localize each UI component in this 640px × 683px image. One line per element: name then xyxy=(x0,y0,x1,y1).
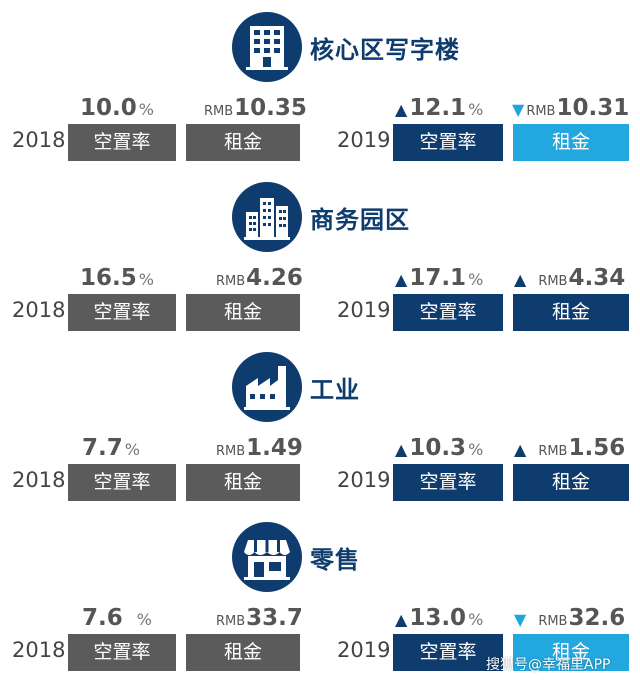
vacancy-2019-label: 空置率 xyxy=(393,124,503,161)
section-header: 商务园区 xyxy=(0,170,640,256)
vacancy-2018-value: 10.0% xyxy=(80,95,154,121)
vacancy-2019-value: ▲17.1% xyxy=(395,265,484,291)
year-2018-label: 2018 xyxy=(12,298,66,322)
rent-2019-value: ▼ RMB10.31 xyxy=(512,95,630,121)
factory-icon xyxy=(232,352,302,422)
section-core-office: 核心区写字楼 10.0% RMB10.35 ▲12.1% ▼ RMB10.31 2… xyxy=(0,0,640,170)
rent-2019-label: 租金 xyxy=(513,464,629,501)
rent-2018-label: 租金 xyxy=(186,294,300,331)
storefront-icon xyxy=(232,522,302,592)
vacancy-2018-value: 16.5% xyxy=(80,265,154,291)
up-arrow-icon: ▲ xyxy=(514,440,527,459)
rent-2019-label: 租金 xyxy=(513,634,629,671)
section-header: 核心区写字楼 xyxy=(0,0,640,86)
vacancy-2019-label: 空置率 xyxy=(393,464,503,501)
vacancy-2018-label: 空置率 xyxy=(68,634,176,671)
rent-2019-label: 租金 xyxy=(513,294,629,331)
business-park-icon xyxy=(232,182,302,252)
year-2019-label: 2019 xyxy=(337,468,391,492)
vacancy-2019-label: 空置率 xyxy=(393,634,503,671)
up-arrow-icon: ▲ xyxy=(395,100,408,119)
up-arrow-icon: ▲ xyxy=(395,440,408,459)
rent-2018-label: 租金 xyxy=(186,464,300,501)
rent-2018-value: RMB10.35 xyxy=(204,95,307,121)
office-building-icon xyxy=(232,12,302,82)
rent-2018-label: 租金 xyxy=(186,634,300,671)
vacancy-2019-value: ▲13.0% xyxy=(395,605,484,631)
section-title: 商务园区 xyxy=(310,206,410,234)
section-title: 零售 xyxy=(310,546,360,574)
rent-2019-value: ▲ RMB4.34 xyxy=(514,265,626,291)
rent-2018-value: RMB33.7 xyxy=(216,605,303,631)
rent-2018-label: 租金 xyxy=(186,124,300,161)
rent-2019-label: 租金 xyxy=(513,124,629,161)
down-arrow-icon: ▼ xyxy=(514,610,527,629)
up-arrow-icon: ▲ xyxy=(514,270,527,289)
down-arrow-icon: ▼ xyxy=(512,100,525,119)
section-business-park: 商务园区 16.5% RMB4.26 ▲17.1% ▲ RMB4.34 2018 … xyxy=(0,170,640,340)
rent-2018-value: RMB1.49 xyxy=(216,435,303,461)
vacancy-2019-label: 空置率 xyxy=(393,294,503,331)
section-header: 零售 xyxy=(0,510,640,596)
year-2019-label: 2019 xyxy=(337,638,391,662)
rent-2019-value: ▼ RMB32.6 xyxy=(514,605,626,631)
rent-2018-value: RMB4.26 xyxy=(216,265,303,291)
up-arrow-icon: ▲ xyxy=(395,270,408,289)
section-title: 核心区写字楼 xyxy=(310,36,460,64)
vacancy-2018-value: 7.7% xyxy=(82,435,140,461)
year-2019-label: 2019 xyxy=(337,128,391,152)
vacancy-2018-value: 7.6% xyxy=(82,605,152,631)
section-header: 工业 xyxy=(0,340,640,426)
section-industrial: 工业 7.7% RMB1.49 ▲10.3% ▲ RMB1.56 2018 空置率… xyxy=(0,340,640,510)
year-2018-label: 2018 xyxy=(12,468,66,492)
section-retail: 零售 7.6% RMB33.7 ▲13.0% ▼ RMB32.6 2018 空置率… xyxy=(0,510,640,680)
year-2018-label: 2018 xyxy=(12,638,66,662)
up-arrow-icon: ▲ xyxy=(395,610,408,629)
section-title: 工业 xyxy=(310,376,360,404)
watermark: 搜狐号@幸福里APP xyxy=(486,657,611,673)
vacancy-2019-value: ▲10.3% xyxy=(395,435,484,461)
rent-2019-value: ▲ RMB1.56 xyxy=(514,435,626,461)
year-2019-label: 2019 xyxy=(337,298,391,322)
vacancy-2018-label: 空置率 xyxy=(68,464,176,501)
vacancy-2019-value: ▲12.1% xyxy=(395,95,484,121)
year-2018-label: 2018 xyxy=(12,128,66,152)
vacancy-2018-label: 空置率 xyxy=(68,294,176,331)
vacancy-2018-label: 空置率 xyxy=(68,124,176,161)
